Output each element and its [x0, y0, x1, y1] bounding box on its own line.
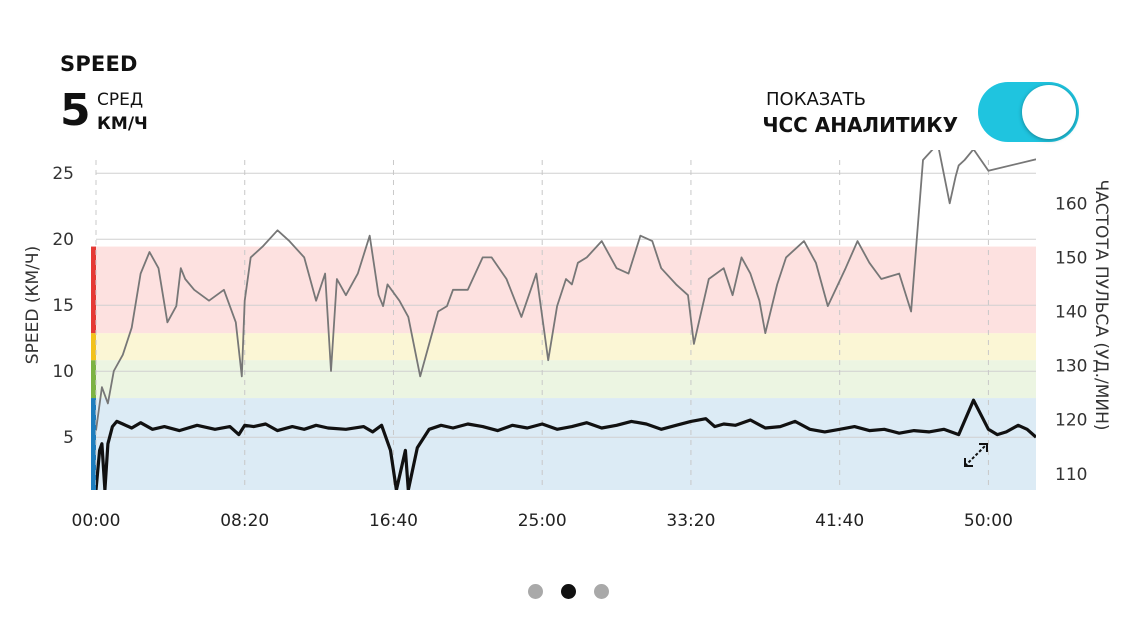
x-tick-label: 08:20	[220, 511, 269, 531]
x-tick-label: 33:20	[666, 511, 715, 531]
hr-zone-band-zone1	[96, 398, 1036, 490]
page-dot[interactable]	[528, 584, 543, 599]
y-tick-label: 25	[52, 164, 74, 184]
toggle-label-line1: ПОКАЗАТЬ	[766, 89, 866, 110]
hr-analytics-toggle[interactable]	[978, 82, 1079, 142]
heart-rate-line	[96, 150, 1036, 431]
x-tick-label: 25:00	[518, 511, 567, 531]
speed-line	[96, 398, 1036, 490]
y2-tick-label: 150	[1055, 248, 1087, 268]
average-value: 5	[60, 85, 91, 136]
chart-title: SPEED	[60, 52, 138, 76]
hr-zone-bar-zone3	[91, 333, 96, 361]
y2-tick-label: 130	[1055, 357, 1087, 377]
toggle-label-line2: ЧСС АНАЛИТИКУ	[762, 113, 958, 137]
y-tick-label: 15	[52, 296, 74, 316]
expand-diagonal-icon[interactable]	[961, 440, 991, 470]
hr-zone-band-zone4	[96, 246, 1036, 334]
hr-zone-bar-zone2	[91, 360, 96, 399]
page-indicator	[528, 584, 609, 599]
hr-zone-bar-zone1	[91, 398, 96, 490]
y2-tick-label: 110	[1055, 465, 1087, 485]
y-tick-label: 5	[63, 428, 74, 448]
hr-zone-bar-zone4	[91, 246, 96, 334]
average-unit: КМ/Ч	[97, 114, 148, 134]
page-dot[interactable]	[561, 584, 576, 599]
y-axis-label: SPEED (КМ/Ч)	[23, 246, 43, 364]
y-tick-label: 10	[52, 362, 74, 382]
speed-hr-chart: 00:00 08:20 16:40 25:00 33:20 41:40 50:00 5 10 15…	[23, 150, 1111, 531]
x-tick-label: 00:00	[72, 511, 121, 531]
y2-axis-label: ЧАСТОТА ПУЛЬСА (УД./МИН)	[1091, 179, 1111, 430]
average-label: СРЕД	[97, 90, 144, 110]
x-tick-label: 16:40	[369, 511, 418, 531]
hr-zone-band-zone3	[96, 333, 1036, 361]
hr-zone-band-zone2	[96, 360, 1036, 399]
y2-tick-label: 120	[1055, 411, 1087, 431]
y-tick-label: 20	[52, 230, 74, 250]
y2-tick-label: 160	[1055, 194, 1087, 214]
x-tick-label: 50:00	[964, 511, 1013, 531]
y2-tick-label: 140	[1055, 302, 1087, 322]
toggle-knob	[1022, 85, 1076, 139]
x-tick-label: 41:40	[815, 511, 864, 531]
page-dot[interactable]	[594, 584, 609, 599]
